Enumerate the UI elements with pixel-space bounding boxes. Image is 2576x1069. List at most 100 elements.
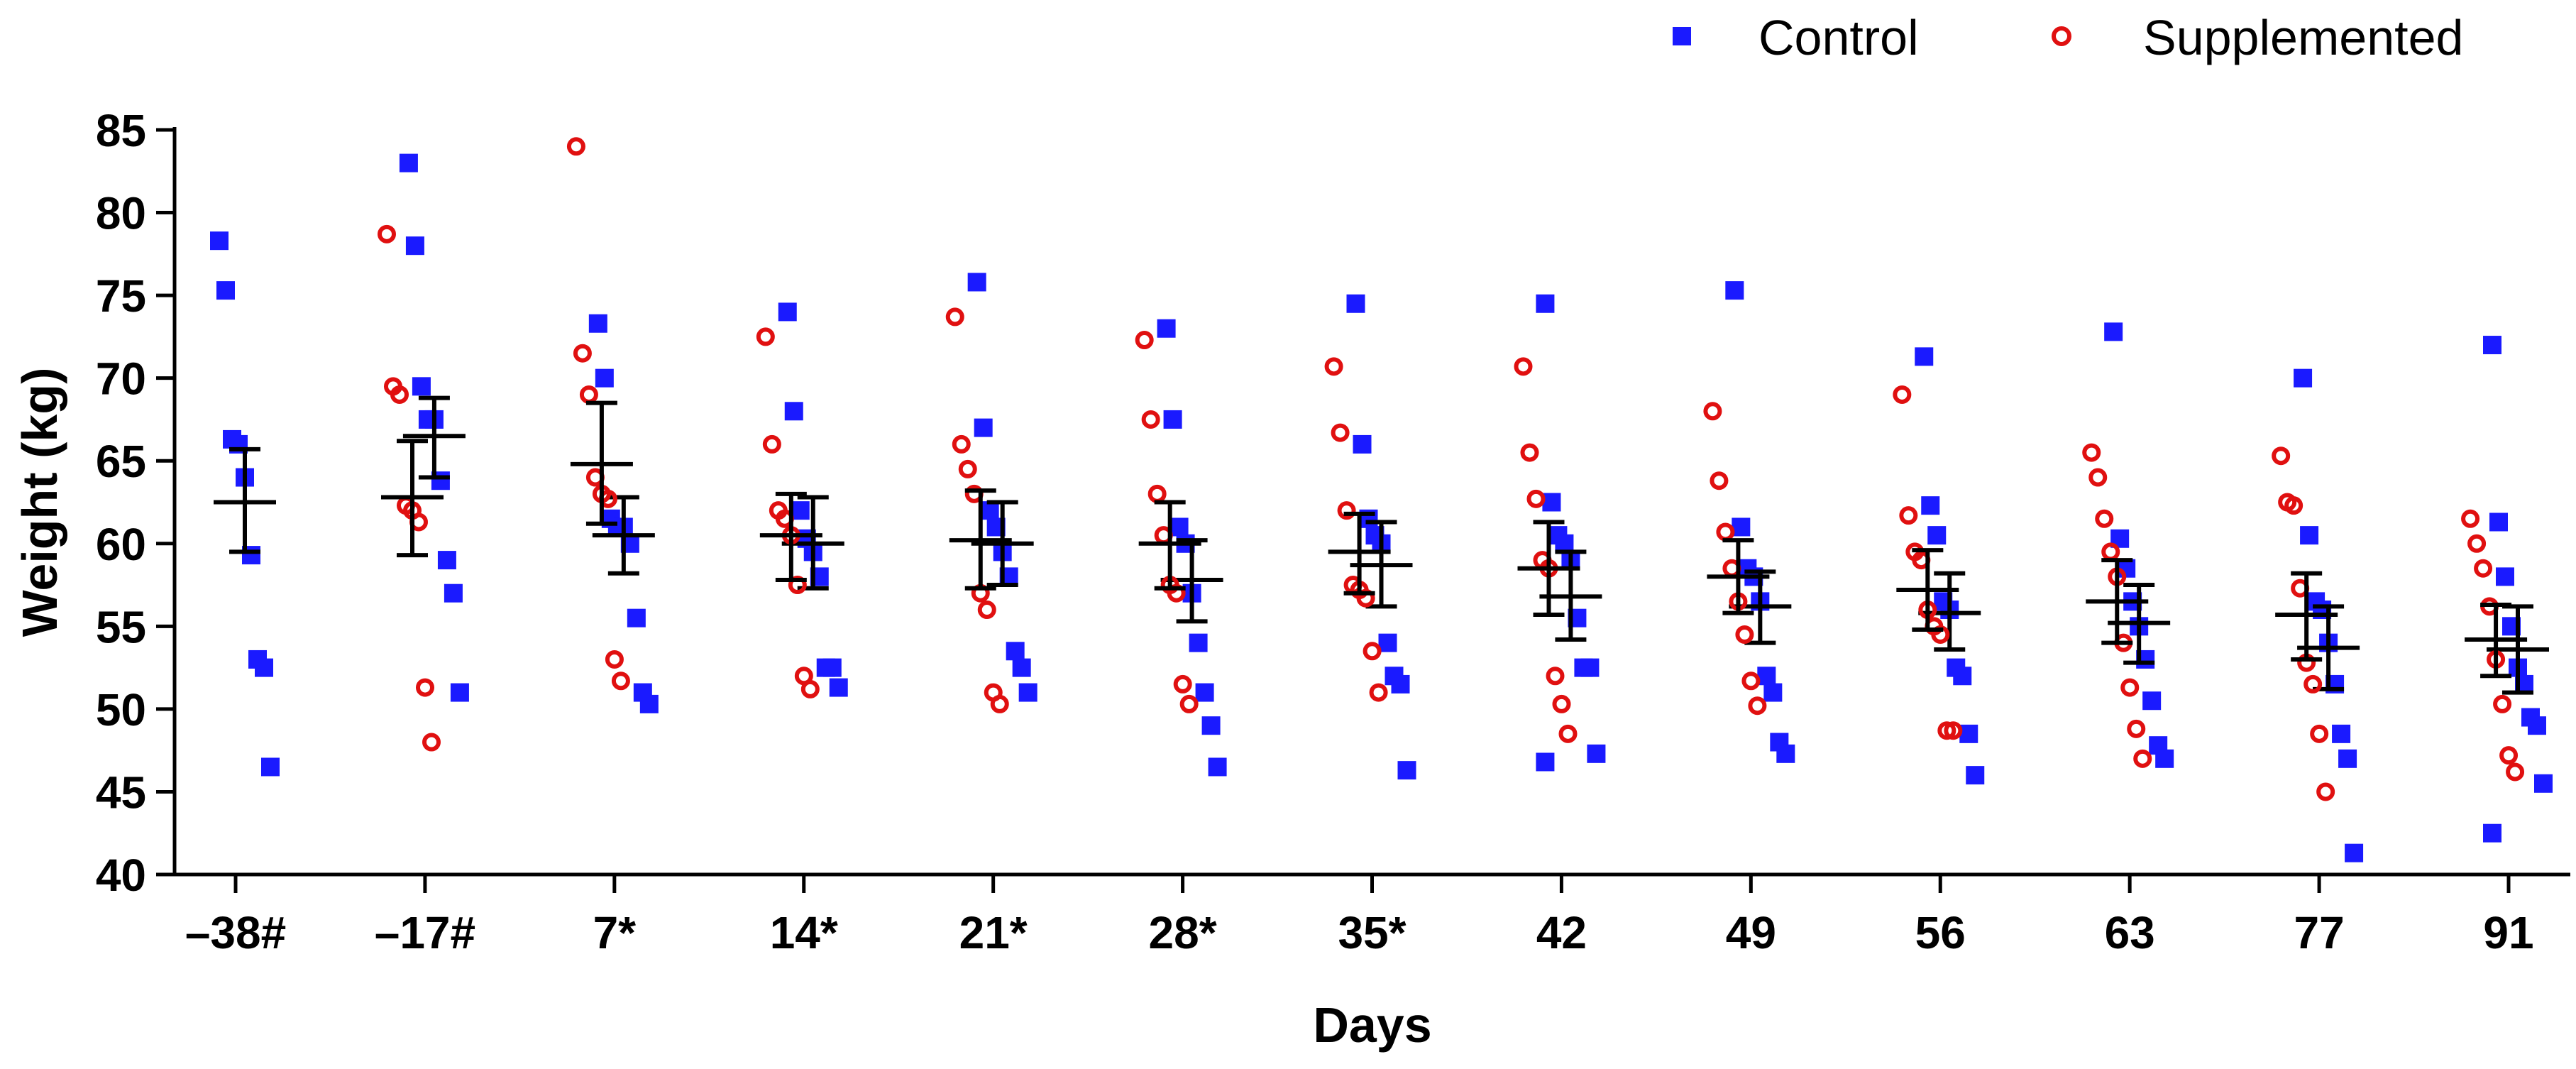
data-point-supplemented xyxy=(2493,694,2512,713)
data-point-supplemented xyxy=(1899,506,1918,525)
data-point-control xyxy=(1201,716,1221,735)
data-point-control xyxy=(210,231,229,251)
data-point-supplemented xyxy=(756,327,775,346)
data-point-control xyxy=(405,236,424,256)
data-point-control xyxy=(1580,658,1600,677)
data-point-control xyxy=(639,694,659,713)
legend-control-marker xyxy=(1673,27,1691,45)
data-point-supplemented xyxy=(1324,357,1343,376)
data-point-supplemented xyxy=(2506,762,2525,782)
series-supplemented xyxy=(378,137,2528,801)
data-point-supplemented xyxy=(2467,534,2487,553)
x-tick-label: 21* xyxy=(959,907,1028,958)
data-point-supplemented xyxy=(1356,588,1375,608)
data-point-supplemented xyxy=(566,137,585,156)
data-point-control xyxy=(2294,368,2313,388)
x-tick-label: 63 xyxy=(2105,907,2155,958)
x-tick-label: 14* xyxy=(770,907,838,958)
data-point-supplemented xyxy=(416,678,434,697)
data-point-control xyxy=(1776,744,1795,763)
data-point-supplemented xyxy=(762,434,781,454)
data-point-control xyxy=(1163,410,1182,429)
data-point-control xyxy=(1195,683,1214,702)
x-tick-label: 28* xyxy=(1149,907,1217,958)
axes: 40 45 50 55 60 65 70 75 80 85 –38# –17# 7* 14* 21* 28* 3… xyxy=(96,105,2570,958)
data-point-supplemented xyxy=(1331,423,1350,442)
data-point-control xyxy=(784,402,803,421)
data-point-control xyxy=(2332,724,2351,743)
data-point-control xyxy=(778,302,797,322)
y-tick-label: 70 xyxy=(96,353,146,405)
data-point-supplemented xyxy=(2272,446,2291,466)
data-point-supplemented xyxy=(2101,542,2120,561)
data-point-control xyxy=(1959,724,1978,743)
data-point-control xyxy=(967,273,986,292)
data-point-supplemented xyxy=(1748,696,1767,716)
y-tick-label: 40 xyxy=(96,850,146,901)
y-tick-label: 85 xyxy=(96,105,146,156)
x-tick-label: 7* xyxy=(593,907,637,958)
data-point-control xyxy=(1921,496,1940,515)
x-tick-label: 91 xyxy=(2483,907,2533,958)
data-point-control xyxy=(1378,633,1397,652)
data-point-supplemented xyxy=(1944,721,1963,740)
y-tick-label: 75 xyxy=(96,270,146,322)
x-tick-label: 56 xyxy=(1915,907,1966,958)
data-point-supplemented xyxy=(2499,746,2519,765)
y-tick-label: 60 xyxy=(96,519,146,570)
y-tick-label: 55 xyxy=(96,601,146,652)
data-point-supplemented xyxy=(1363,642,1382,661)
data-point-supplemented xyxy=(2088,468,2108,487)
data-point-supplemented xyxy=(2316,782,2335,801)
data-point-control xyxy=(595,368,614,388)
y-axis-label: Weight (kg) xyxy=(12,368,67,637)
data-point-control xyxy=(2534,774,2553,793)
data-point-supplemented xyxy=(1520,443,1539,462)
data-point-supplemented xyxy=(990,694,1009,713)
x-tick-label: 77 xyxy=(2294,907,2344,958)
data-point-control xyxy=(1927,526,1947,545)
y-tick-label: 65 xyxy=(96,436,146,487)
data-point-supplemented xyxy=(2310,724,2329,743)
data-point-supplemented xyxy=(1558,724,1578,743)
data-point-control xyxy=(1346,294,1365,313)
data-point-control xyxy=(2489,512,2508,532)
y-tick-label: 45 xyxy=(96,767,146,818)
data-point-control xyxy=(627,608,646,627)
data-point-control xyxy=(2483,823,2501,843)
data-point-supplemented xyxy=(945,307,964,327)
data-point-control xyxy=(444,583,463,603)
series-control xyxy=(210,153,2553,862)
data-point-control xyxy=(974,418,993,437)
data-point-control xyxy=(261,757,280,777)
data-point-supplemented xyxy=(1546,667,1565,686)
data-point-control xyxy=(1536,294,1555,313)
legend-control-label: Control xyxy=(1758,10,1919,65)
data-point-supplemented xyxy=(1173,674,1192,694)
data-point-supplemented xyxy=(1552,694,1571,713)
data-point-supplemented xyxy=(422,733,441,752)
x-tick-label: 49 xyxy=(1726,907,1776,958)
data-point-control xyxy=(1169,517,1189,537)
data-point-control xyxy=(1189,633,1208,652)
data-point-control xyxy=(216,281,235,300)
data-point-control xyxy=(1763,683,1783,702)
data-point-supplemented xyxy=(378,224,396,243)
data-point-supplemented xyxy=(1710,471,1729,490)
data-point-control xyxy=(1006,642,1025,661)
data-point-supplemented xyxy=(605,649,624,669)
data-point-supplemented xyxy=(1337,501,1356,520)
data-point-control xyxy=(1208,757,1227,777)
data-point-control xyxy=(588,314,607,333)
data-point-supplemented xyxy=(1135,331,1154,350)
x-tick-label: –38# xyxy=(185,907,286,958)
data-point-supplemented xyxy=(579,385,598,404)
data-point-control xyxy=(2338,749,2357,768)
data-point-control xyxy=(1587,744,1606,763)
data-point-control xyxy=(1157,319,1176,338)
data-point-control xyxy=(1018,683,1037,702)
data-point-control xyxy=(1012,658,1031,677)
data-point-supplemented xyxy=(1741,671,1761,691)
data-point-supplemented xyxy=(1141,410,1160,429)
